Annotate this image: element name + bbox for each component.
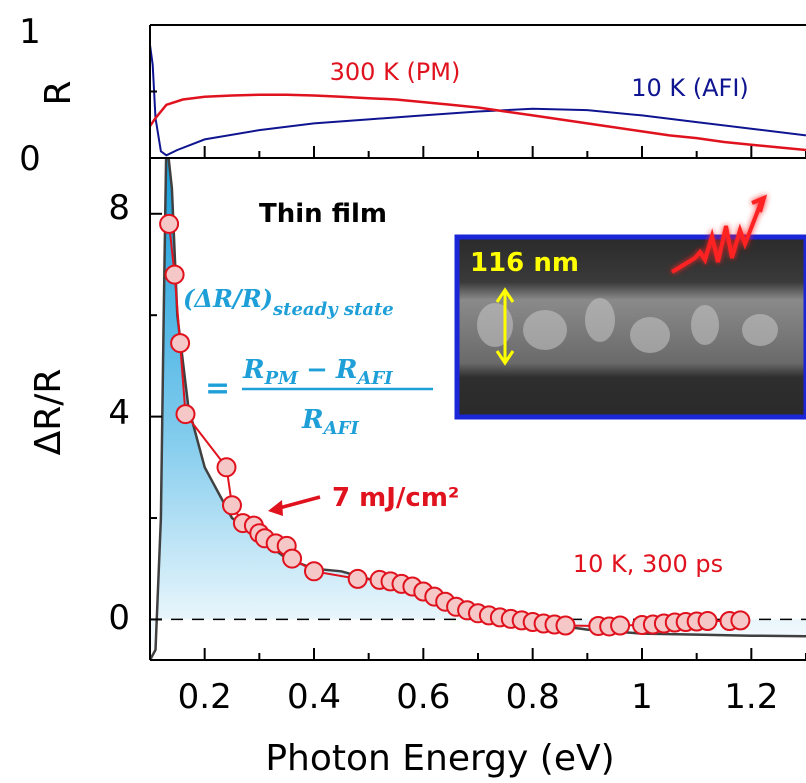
data-point xyxy=(164,264,185,285)
data-point xyxy=(216,457,237,478)
y-tick-bottom-8: 8 xyxy=(108,188,130,228)
formula-lhs: (ΔR/R) xyxy=(183,284,273,313)
fluence-label: 7 mJ/cm² xyxy=(332,483,459,513)
formula-num-r1: R xyxy=(242,355,265,385)
formula-lhs-subscript: steady state xyxy=(272,299,394,320)
y-axis-label-bottom: ΔR/R xyxy=(28,369,69,456)
data-point xyxy=(730,610,751,631)
series-line-300k-pm xyxy=(150,93,806,152)
laser-pulse-icon xyxy=(670,194,768,274)
x-tick-label: 0.8 xyxy=(506,677,560,717)
formula-minus: − xyxy=(306,355,328,385)
x-tick-label: 0.2 xyxy=(178,677,232,717)
x-tick-label: 1.2 xyxy=(724,677,778,717)
steady-state-fill xyxy=(150,158,806,660)
data-point xyxy=(170,333,191,354)
x-tick-labels: 0.2 0.4 0.6 0.8 1 1.2 xyxy=(178,677,779,717)
y-tick-bottom-0: 0 xyxy=(108,598,130,638)
data-point xyxy=(159,213,180,234)
legend-300k-pm: 300 K (PM) xyxy=(330,58,461,86)
condition-label: 10 K, 300 ps xyxy=(573,550,723,578)
svg-text:(ΔR/R)steady state: (ΔR/R)steady state xyxy=(183,284,394,320)
data-point xyxy=(697,611,718,631)
formula-num-r2: R xyxy=(335,355,358,385)
fluence-arrow-icon xyxy=(268,495,321,516)
data-point xyxy=(555,615,576,636)
y-tick-top-1: 1 xyxy=(19,12,41,52)
legend-10k-afi: 10 K (AFI) xyxy=(631,74,749,102)
series-line-10k-afi xyxy=(150,44,806,157)
data-point xyxy=(175,404,196,425)
data-point xyxy=(347,568,368,589)
x-tick-label: 0.6 xyxy=(396,677,450,717)
series-markers-7mj xyxy=(159,213,751,637)
x-tick-label: 0.4 xyxy=(287,677,341,717)
x-axis-label: Photon Energy (eV) xyxy=(265,738,614,779)
svg-text:RPM−RAFI: RPM − RAFI xyxy=(242,355,393,389)
steady-state-formula: (ΔR/R)steady state = RPM − RAFI RAFI xyxy=(183,284,433,439)
data-point xyxy=(222,495,242,516)
formula-num-sub1: PM xyxy=(264,368,300,389)
y-tick-top-0: 0 xyxy=(19,139,41,179)
data-point xyxy=(610,615,631,636)
sample-label: Thin film xyxy=(259,199,387,229)
y-axis-label-top: R xyxy=(38,80,79,105)
data-point xyxy=(304,561,324,582)
data-point xyxy=(282,548,303,569)
formula-den-r: R xyxy=(301,405,324,435)
y-tick-bottom-4: 4 xyxy=(108,393,130,433)
inset-thickness-label: 116 nm xyxy=(470,248,579,278)
x-tick-label: 1 xyxy=(631,677,653,717)
formula-equals: = xyxy=(205,371,230,406)
svg-text:RAFI: RAFI xyxy=(301,405,359,439)
formula-den-sub: AFI xyxy=(322,418,360,439)
inset-sem-image xyxy=(454,234,806,420)
formula-num-sub2: AFI xyxy=(355,368,393,389)
axis-ticks xyxy=(149,24,806,660)
